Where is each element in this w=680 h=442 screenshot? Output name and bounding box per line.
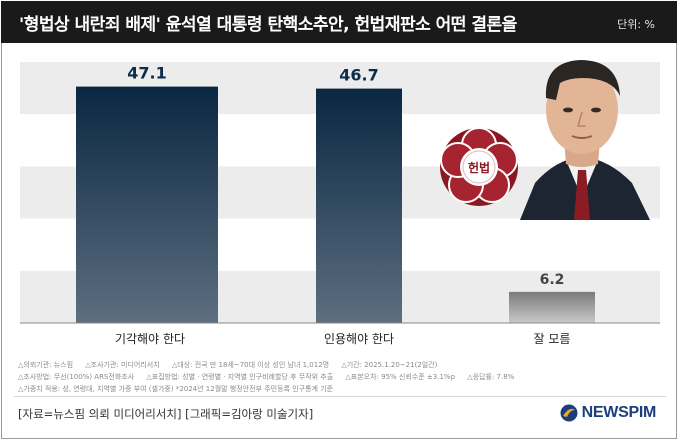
source-credit: [자료=뉴스핌 의뢰 미디어리서치] [그래픽=김아랑 미술기자] (18, 406, 313, 422)
tick-label-uphold: 인용해야 한다 (289, 330, 429, 347)
note-item: △표집방법: 성별 · 연령별 · 지역별 인구비례할당 후 무작위 추출 (146, 373, 333, 381)
emblem-text: 헌법 (468, 160, 490, 175)
tick-label-unsure: 잘 모름 (482, 330, 622, 347)
note-item: △기간: 2025.1.20~21(2일간) (341, 361, 437, 369)
note-item: △대상: 전국 만 18세~70대 이상 성인 남녀 1,012명 (172, 361, 329, 369)
note-item: △응답률: 7.8% (467, 373, 514, 381)
newspim-logo-text: NEWSPIM (582, 404, 656, 422)
note-item: △가중치 적용: 성, 연령대, 지역별 가중 부여 (셀가중) *2024년 … (18, 385, 333, 393)
divider (14, 396, 666, 397)
tick-label-reject: 기각해야 한다 (80, 330, 220, 347)
note-item: △의뢰기관: 뉴스핌 (18, 361, 73, 369)
notes-line-2: △조사방법: 무선(100%) ARS전화조사 △표집방법: 성별 · 연령별 … (18, 371, 668, 383)
survey-notes: △의뢰기관: 뉴스핌 △조사기관: 미디어리서치 △대상: 전국 만 18세~7… (18, 359, 668, 395)
value-label: 46.7 (339, 66, 378, 85)
president-photo (500, 48, 665, 220)
bar-uphold (316, 89, 402, 323)
newspim-logo: NEWSPIM (560, 404, 656, 422)
notes-line-3: △가중치 적용: 성, 연령대, 지역별 가중 부여 (셀가중) *2024년 … (18, 383, 668, 395)
value-label: 47.1 (127, 64, 166, 83)
constitution-emblem: 헌법 (436, 124, 522, 210)
newspim-logo-icon (560, 404, 578, 422)
note-item: △조사기관: 미디어리서치 (85, 361, 159, 369)
bar-reject (76, 87, 218, 323)
bar-unsure (509, 292, 595, 323)
notes-line-1: △의뢰기관: 뉴스핌 △조사기관: 미디어리서치 △대상: 전국 만 18세~7… (18, 359, 668, 371)
value-label: 6.2 (540, 272, 565, 288)
note-item: △표본오차: 95% 신뢰수준 ±3.1%p (345, 373, 455, 381)
note-item: △조사방법: 무선(100%) ARS전화조사 (18, 373, 134, 381)
